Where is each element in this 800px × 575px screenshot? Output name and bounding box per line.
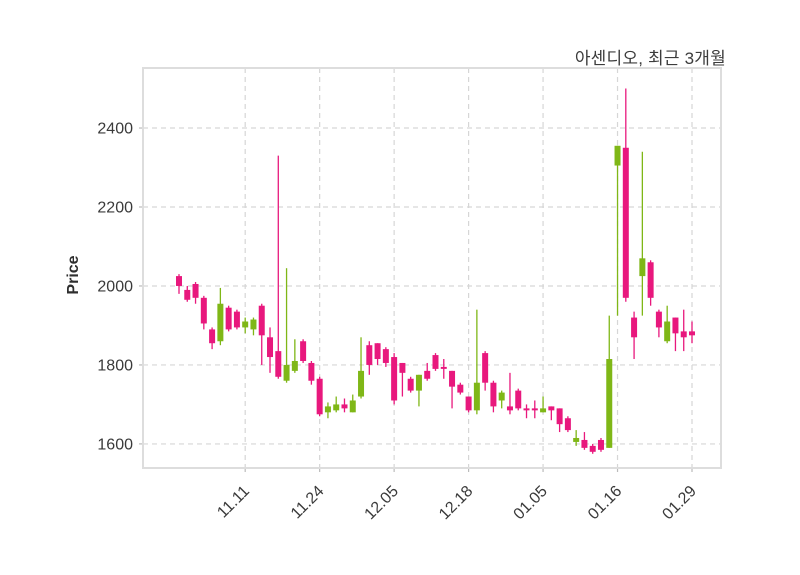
candle-body-down xyxy=(374,343,381,360)
candle-body-up xyxy=(349,400,356,413)
candle-body-down xyxy=(457,384,464,393)
candle-body-up xyxy=(415,374,422,391)
candle-body-down xyxy=(647,262,654,298)
candle-body-down xyxy=(672,317,679,334)
candle-body-down xyxy=(523,408,530,411)
candle-body-down xyxy=(275,351,282,377)
candle-body-down xyxy=(482,353,489,383)
candle-body-down xyxy=(531,408,538,411)
candle-body-down xyxy=(556,408,563,425)
candle-body-down xyxy=(366,345,373,365)
candle-body-down xyxy=(233,311,240,328)
x-tick-label: 11.24 xyxy=(288,483,328,523)
candle-body-down xyxy=(564,418,571,431)
chart-title: 아센디오, 최근 3개월 xyxy=(574,49,726,68)
plot-border xyxy=(142,67,722,469)
candle-body-up xyxy=(324,406,331,413)
candle-body-up xyxy=(358,370,365,397)
candle-body-down xyxy=(515,390,522,409)
candle-body-down xyxy=(689,331,695,336)
candle-body-down xyxy=(680,331,687,338)
candle-body-down xyxy=(192,283,199,298)
candle-body-down xyxy=(209,329,216,344)
candle-body-down xyxy=(258,305,265,336)
candle-body-up xyxy=(573,437,580,442)
candle-body-down xyxy=(506,406,513,411)
candle-body-down xyxy=(267,337,274,358)
candle-body-down xyxy=(391,357,398,401)
candle-body-down xyxy=(407,378,414,391)
candle-body-up xyxy=(333,404,340,411)
candle-body-up xyxy=(217,303,224,342)
candle-body-up xyxy=(291,360,298,371)
candle-body-down xyxy=(432,355,439,369)
candle-body-up xyxy=(639,258,646,277)
y-axis-label: Price xyxy=(65,255,82,295)
candle-body-down xyxy=(490,382,497,407)
candle-body-up xyxy=(250,319,257,330)
candle-body-down xyxy=(200,297,207,324)
x-tick-label: 01.16 xyxy=(585,483,625,523)
candle-body-down xyxy=(308,362,315,381)
y-tick-label: 1600 xyxy=(97,436,133,453)
x-tick-label: 11.11 xyxy=(214,483,253,522)
candle-body-down xyxy=(622,147,629,298)
candle-body-up xyxy=(606,359,613,448)
x-tick-label: 12.18 xyxy=(436,483,476,523)
candle-body-up xyxy=(614,145,621,166)
x-tick-label: 12.05 xyxy=(362,483,402,523)
candle-body-down xyxy=(597,439,604,450)
candle-body-up xyxy=(473,382,480,411)
candle-body-down xyxy=(341,404,348,409)
candle-body-down xyxy=(589,445,596,452)
candle-body-down xyxy=(655,311,662,328)
candle-body-down xyxy=(300,341,307,361)
y-tick-label: 1800 xyxy=(97,357,133,374)
candle-body-down xyxy=(176,276,182,286)
candle-body-up xyxy=(242,321,249,328)
x-tick-label: 01.05 xyxy=(511,483,551,523)
y-tick-label: 2000 xyxy=(97,278,133,295)
candle-body-down xyxy=(631,317,638,338)
candle-body-up xyxy=(283,364,290,381)
candle-body-down xyxy=(382,349,389,363)
candle-body-down xyxy=(449,370,456,387)
y-tick-label: 2200 xyxy=(97,199,133,216)
candle-body-down xyxy=(548,406,555,411)
candle-body-down xyxy=(440,366,447,369)
candle-body-down xyxy=(465,396,472,411)
candle-body-up xyxy=(664,321,671,342)
candle-body-up xyxy=(498,392,505,401)
candle-body-down xyxy=(184,289,191,300)
candle-body-down xyxy=(399,362,406,373)
x-tick-label: 01.29 xyxy=(659,483,699,523)
candle-body-up xyxy=(540,408,547,413)
candle-body-down xyxy=(225,307,232,330)
candle-body-down xyxy=(316,378,323,415)
y-tick-label: 2400 xyxy=(97,121,133,138)
candle-body-down xyxy=(581,439,588,448)
candle-body-down xyxy=(424,370,431,379)
